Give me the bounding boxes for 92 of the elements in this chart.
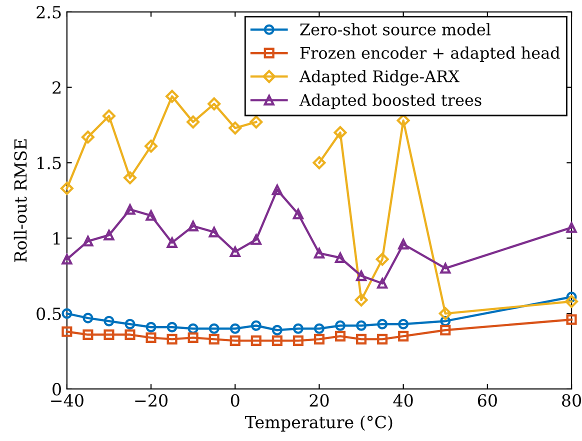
y-axis-title: Roll-out RMSE (14, 139, 27, 262)
y-tick-label: 2 (52, 81, 60, 94)
x-tick-label: −40 (51, 394, 84, 407)
x-tick-label: −20 (135, 394, 168, 407)
point (250, 115, 263, 129)
point (398, 330, 409, 342)
point (230, 246, 240, 257)
point (566, 222, 577, 233)
point (60, 182, 74, 195)
point (356, 270, 367, 282)
point (82, 236, 94, 246)
point (292, 208, 304, 220)
point (376, 252, 389, 266)
point (398, 238, 409, 250)
point (146, 210, 156, 221)
point (228, 122, 242, 135)
point (440, 263, 451, 274)
point (166, 237, 178, 248)
y-tick-label: 0 (52, 382, 61, 396)
x-tick-label: 60 (478, 394, 497, 407)
legend-label: Adapted Ridge-ARX (299, 70, 460, 86)
point (124, 318, 136, 330)
y-tick-label: 1.5 (38, 156, 61, 170)
point (123, 171, 137, 184)
point (166, 334, 178, 344)
y-tick-label: 2.5 (36, 6, 61, 18)
point (272, 184, 282, 196)
point (377, 318, 388, 330)
point (104, 230, 114, 240)
point (312, 156, 326, 170)
point (292, 323, 304, 334)
point (250, 335, 262, 346)
point (356, 334, 367, 344)
point (208, 323, 220, 334)
point (566, 292, 577, 302)
point (166, 322, 178, 332)
point (124, 204, 136, 215)
point (188, 323, 198, 334)
point (208, 97, 221, 110)
point (356, 320, 367, 331)
point (314, 248, 325, 258)
point (104, 316, 114, 326)
point (82, 329, 94, 340)
point (62, 254, 72, 265)
point (272, 335, 282, 346)
point (81, 130, 94, 144)
legend-label: Adapted boosted trees (299, 94, 482, 110)
x-tick-label: 40 (393, 394, 413, 407)
x-tick-label: 20 (310, 394, 329, 407)
point (565, 294, 578, 308)
point (377, 278, 388, 289)
x-tick-label: 80 (562, 394, 582, 407)
point (62, 326, 72, 337)
point (188, 220, 198, 232)
point (102, 109, 116, 122)
point (144, 140, 158, 153)
point (314, 323, 325, 334)
point (334, 126, 347, 140)
point (334, 330, 346, 342)
point (166, 90, 179, 103)
x-axis-title: Temperature (°C) (245, 416, 392, 432)
point (354, 293, 368, 306)
point (186, 115, 200, 129)
point (566, 314, 577, 325)
point (208, 226, 220, 238)
point (377, 334, 388, 344)
point (314, 334, 325, 344)
legend-label: Frozen encoder + adapted head (300, 46, 560, 62)
point (82, 312, 94, 324)
point (230, 335, 240, 346)
point (334, 320, 346, 331)
point (62, 308, 72, 319)
point (250, 320, 262, 331)
point (440, 316, 451, 326)
point (292, 335, 304, 346)
point (104, 329, 114, 340)
point (188, 332, 198, 343)
y-tick-label: 1 (54, 232, 60, 244)
point (438, 307, 452, 320)
point (124, 329, 136, 340)
x-tick-label: 0 (230, 394, 240, 407)
point (146, 322, 156, 332)
point (272, 324, 282, 336)
point (146, 332, 156, 343)
point (250, 234, 262, 245)
point (230, 323, 240, 334)
point (208, 334, 220, 344)
legend-label: Zero-shot source model (300, 23, 491, 36)
y-tick-label: 0.5 (36, 308, 61, 320)
point (440, 324, 451, 336)
point (334, 252, 346, 264)
point (398, 318, 409, 330)
